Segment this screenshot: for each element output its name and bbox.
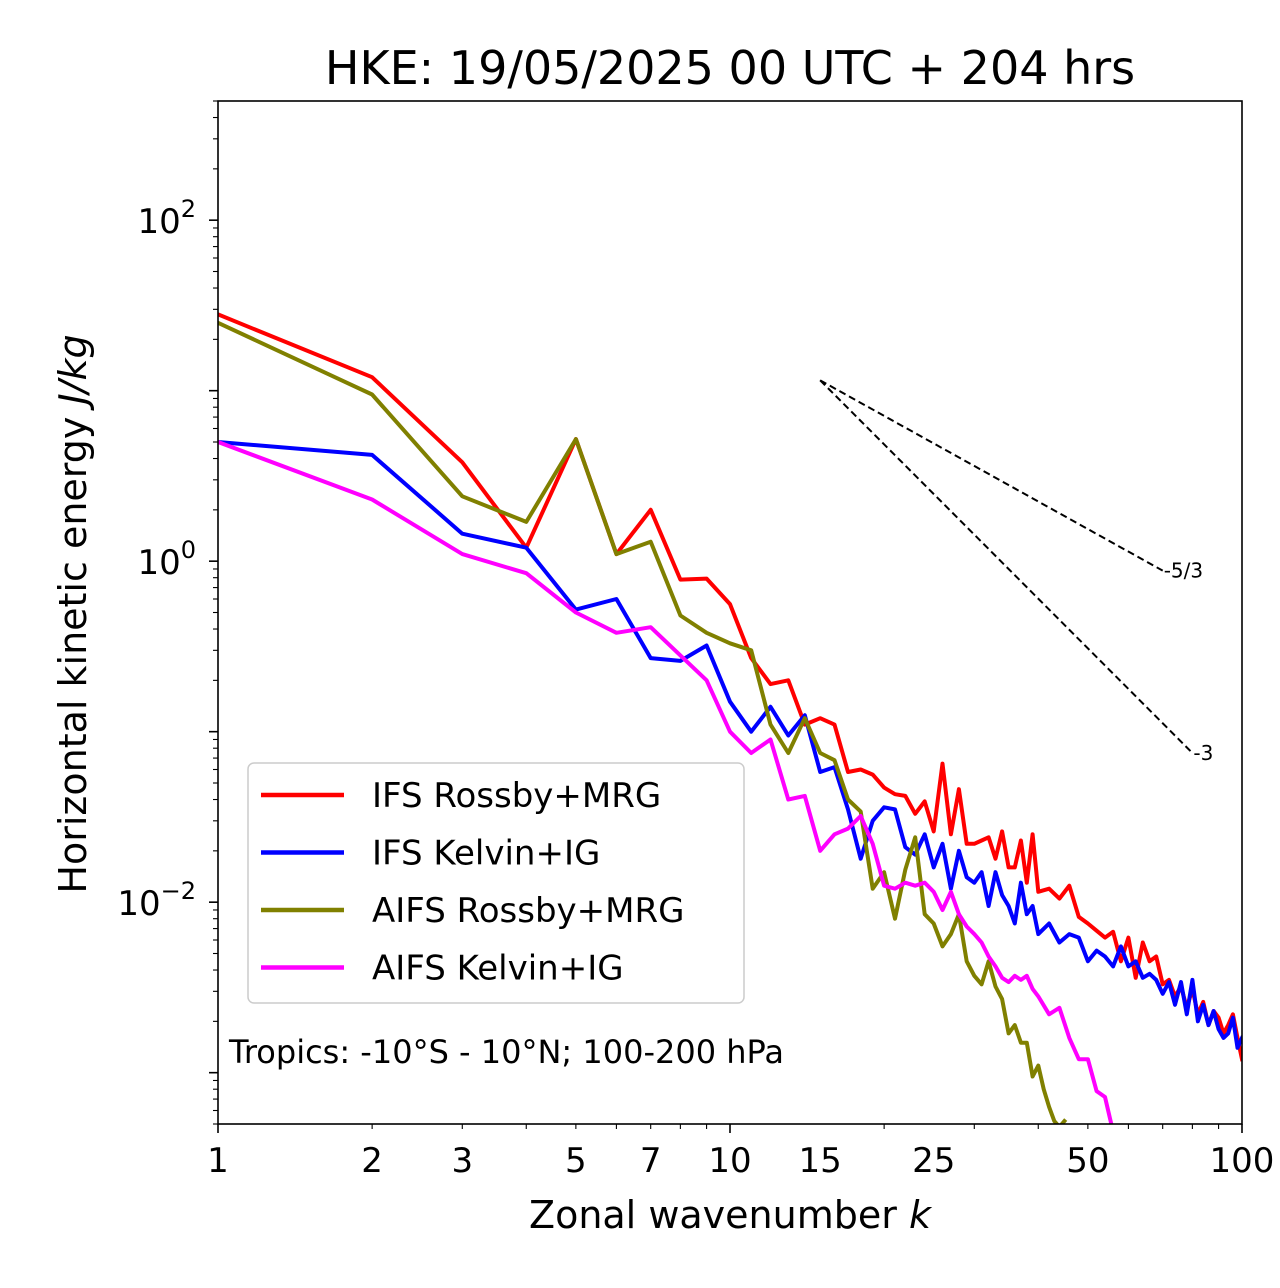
y-axis-label-text: Horizontal kinetic energy <box>51 417 95 894</box>
data-series <box>218 312 1242 1124</box>
x-tick-label: 3 <box>451 1141 473 1181</box>
reference-slope-label: -3 <box>1193 741 1213 765</box>
x-axis-label-text: Zonal wavenumber <box>529 1193 897 1237</box>
legend-label: IFS Rossby+MRG <box>372 776 661 816</box>
legend-label: IFS Kelvin+IG <box>372 834 600 874</box>
x-tick-label: 10 <box>708 1141 751 1181</box>
region-annotation: Tropics: -10°S - 10°N; 100-200 hPa <box>228 1033 784 1071</box>
x-axis-label: Zonal wavenumber k <box>529 1193 933 1237</box>
x-tick-label: 5 <box>565 1141 587 1181</box>
reference-slope-label: -5/3 <box>1164 559 1203 583</box>
y-axis-label-unit: J/kg <box>51 334 95 411</box>
y-tick-base: 10 <box>117 884 160 924</box>
legend-box <box>247 762 745 1004</box>
chart-title: HKE: 19/05/2025 00 UTC + 204 hrs <box>325 41 1135 95</box>
reference-slopes <box>819 379 1194 754</box>
y-tick-label: 10−2 <box>117 877 196 924</box>
x-tick-label: 25 <box>912 1141 955 1181</box>
y-tick-exponent: 0 <box>181 536 196 564</box>
series-line <box>218 439 1242 1050</box>
legend-entries: IFS Rossby+MRG IFS Kelvin+IG AIFS Rossby+M… <box>261 776 684 989</box>
x-tick-label: 15 <box>799 1141 842 1181</box>
y-axis-label: Horizontal kinetic energy J/kg <box>51 334 95 893</box>
x-axis-ticks: 1 2 3 5 7 10 15 25 50 100 <box>207 1124 1274 1181</box>
reference-slope-labels: -5/3 -3 <box>1164 559 1214 765</box>
series-line <box>218 439 1114 1124</box>
x-tick-label: 7 <box>640 1141 662 1181</box>
y-tick-label: 100 <box>137 536 196 583</box>
y-tick-base: 10 <box>137 543 180 583</box>
reference-slope-line <box>819 379 1164 572</box>
x-tick-label: 1 <box>207 1141 229 1181</box>
y-tick-base: 10 <box>137 202 180 242</box>
legend: IFS Rossby+MRG IFS Kelvin+IG AIFS Rossby+M… <box>247 762 745 1004</box>
plot-frame <box>217 100 1243 1125</box>
legend-label: AIFS Rossby+MRG <box>372 891 684 931</box>
x-axis-label-var: k <box>909 1193 933 1237</box>
series-line <box>218 320 1068 1124</box>
x-tick-label: 50 <box>1066 1141 1109 1181</box>
y-tick-exponent: 2 <box>181 195 196 223</box>
x-tick-label: 2 <box>361 1141 383 1181</box>
reference-slope-line <box>819 379 1194 754</box>
x-tick-label: 100 <box>1210 1141 1275 1181</box>
legend-label: AIFS Kelvin+IG <box>372 949 624 989</box>
y-tick-label: 102 <box>137 195 196 242</box>
y-tick-exponent: −2 <box>161 877 196 905</box>
